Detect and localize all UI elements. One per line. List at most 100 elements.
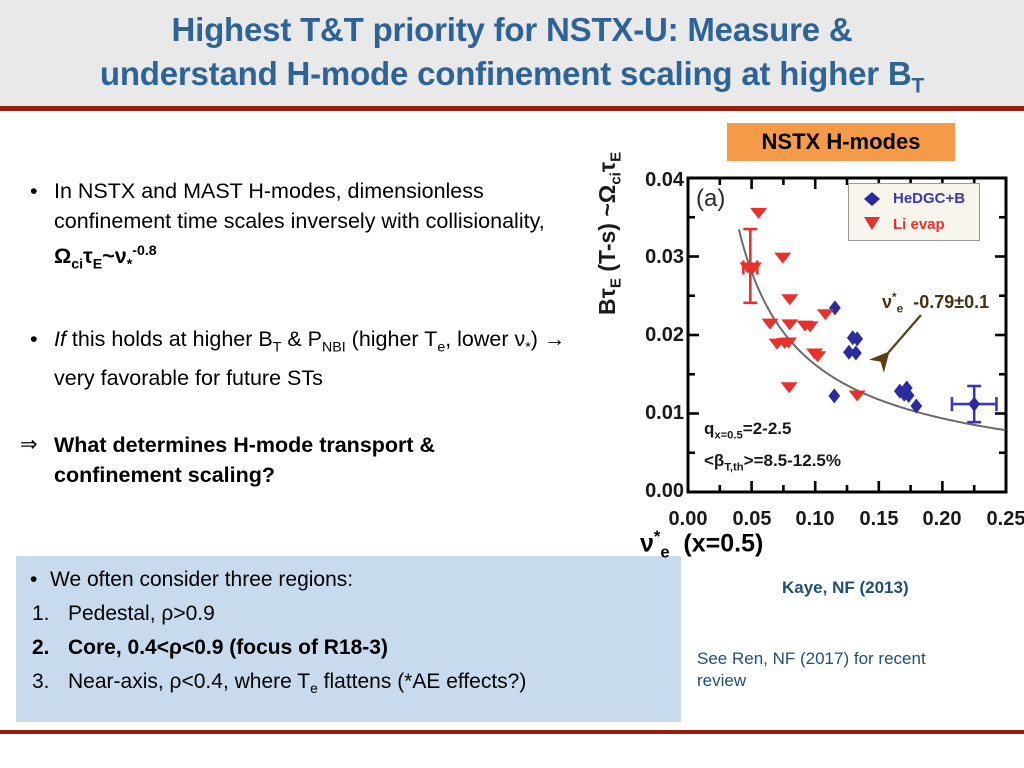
diamond-icon	[864, 192, 880, 206]
region-3-sub-e: e	[310, 680, 318, 697]
y-tick-label-0.04: 0.04	[645, 169, 684, 191]
x-tick-label-0.25: 0.25	[986, 508, 1024, 530]
title-line-2: understand H-mode confinement scaling at…	[99, 55, 912, 92]
bullet-2-text-d: , lower	[445, 327, 515, 352]
data-point-hedgc-b	[850, 345, 862, 361]
y-tick-label-0.02: 0.02	[645, 324, 684, 346]
region-2-rho: ρ	[168, 636, 182, 659]
header-band	[0, 0, 1024, 106]
header-divider	[0, 106, 1024, 111]
confinement-scatter-figure: BτE (T-s) ~ΩciτE 0.04 0.03 0.02 0.01 0.0…	[594, 152, 1024, 530]
bullet-marker-icon: •	[30, 327, 38, 352]
footer-divider	[0, 730, 1024, 734]
x-tick-label-0.15: 0.15	[859, 508, 899, 530]
x-tick-label-0.10: 0.10	[795, 508, 835, 530]
regions-intro-text: We often consider three regions:	[50, 568, 354, 591]
double-arrow-icon: ⇒	[20, 433, 38, 456]
conclusion-line-2: confinement scaling?	[54, 463, 276, 487]
bullet-item-1: • In NSTX and MAST H-modes, dimensionles…	[22, 176, 590, 279]
data-point-li-evap	[781, 319, 799, 331]
figure-citation-ren: See Ren, NF (2017) for recent review	[697, 649, 926, 690]
regions-intro: • We often consider three regions:	[16, 568, 681, 592]
region-3-text-a: Near-axis,	[68, 670, 170, 693]
footer-band: NSTX-U R(18-3) milestone kickoff meeting…	[0, 734, 1024, 768]
chart-annotation-q: qx=0.5=2-2.5	[704, 419, 792, 442]
title-subscript-bt: T	[911, 74, 925, 98]
title-line-1: Highest T&T priority for NSTX-U: Measure…	[171, 11, 853, 48]
bullet-2-text-c: (higher T	[345, 327, 438, 352]
chart-exponent-annotation: ν*e -0.79±0.1	[882, 290, 989, 316]
triangle-down-icon	[864, 217, 880, 230]
nstx-hmodes-tag-label: NSTX H-modes	[761, 129, 921, 154]
y-tick-label-0.01: 0.01	[645, 402, 684, 424]
region-item-1: 1. Pedestal, ρ>0.9	[16, 602, 681, 626]
list-number-2: 2.	[32, 636, 50, 659]
y-tick-label-0.00: 0.00	[645, 480, 684, 502]
x-tick-label-0.00: 0.00	[668, 508, 708, 530]
bullet-1-text: In NSTX and MAST H-modes, dimensionless …	[54, 179, 545, 233]
data-point-hedgc-b	[910, 398, 923, 414]
region-1-text-a: Pedestal,	[68, 602, 162, 625]
bullet-2-nu-sub: *	[525, 339, 531, 356]
y-tick-label-0.03: 0.03	[645, 246, 684, 268]
bullet-2-if: If	[54, 327, 66, 352]
bullet-marker-icon: •	[30, 179, 38, 203]
data-point-li-evap	[781, 294, 799, 306]
nstx-hmodes-tag: NSTX H-modes	[727, 123, 955, 161]
chart-annotation-beta: <βT,th>=8.5-12.5%	[704, 451, 841, 474]
chart-panel-label: (a)	[696, 185, 726, 212]
bullet-marker-icon: •	[30, 568, 38, 591]
legend-label-hedgc: HeDGC+B	[893, 190, 966, 207]
region-3-text-c: flattens (*AE effects?)	[317, 670, 527, 693]
figure-citation-kaye: Kaye, NF (2013)	[782, 578, 909, 597]
list-number-1: 1.	[32, 602, 50, 625]
x-tick-label-0.20: 0.20	[922, 508, 962, 530]
data-point-hedgc-b	[968, 396, 981, 412]
chart-legend: HeDGC+B Li evap	[848, 183, 980, 241]
region-item-2: 2. Core, 0.4<ρ<0.9 (focus of R18-3)	[16, 636, 681, 660]
data-point-li-evap	[779, 337, 797, 349]
region-item-3: 3. Near-axis, ρ<0.4, where Te flattens (…	[16, 670, 681, 700]
data-point-li-evap	[774, 252, 792, 264]
bullet-2-text-e: ) → very favorable for future STs	[54, 327, 566, 390]
bullet-2-sub-e: e	[437, 339, 446, 356]
list-number-3: 3.	[32, 670, 50, 693]
bullet-list: • In NSTX and MAST H-modes, dimensionles…	[22, 176, 590, 397]
data-point-hedgc-b	[900, 380, 913, 396]
conclusion-line-1: What determines H-mode transport &	[54, 433, 436, 457]
exponent-nu: ν	[882, 292, 893, 312]
bullet-2-nu: ν	[514, 327, 526, 352]
chart-x-axis-label: ν*e (x=0.5)	[640, 528, 764, 562]
region-1-text-b: >0.9	[173, 602, 215, 625]
bullet-item-2: • If this holds at higher BT & PNBI (hig…	[22, 324, 590, 392]
region-1-rho: ρ	[161, 602, 174, 625]
data-point-li-evap	[809, 351, 827, 363]
x-tick-label-0.05: 0.05	[732, 508, 772, 530]
data-point-li-evap	[745, 262, 763, 274]
data-point-hedgc-b	[893, 383, 906, 399]
data-point-li-evap	[816, 309, 834, 321]
data-point-li-evap	[761, 318, 779, 330]
regions-info-box: • We often consider three regions: 1. Pe…	[16, 556, 681, 722]
bullet-1-formula: ΩciτE~ν*-0.8	[54, 243, 157, 273]
bullet-2-text-a: this holds at higher B	[65, 327, 273, 352]
data-point-hedgc-b	[902, 387, 915, 403]
bullet-2-sub-bt: T	[272, 339, 282, 356]
region-2-text-b: <0.9 (focus of R18-3)	[181, 636, 388, 659]
exponent-sub-e: e	[896, 301, 904, 316]
data-point-li-evap	[848, 390, 866, 402]
exponent-value: -0.79±0.1	[913, 292, 990, 312]
bullet-2-text-b: & P	[281, 327, 323, 352]
exponent-star: *	[892, 290, 897, 304]
data-point-li-evap	[780, 382, 798, 394]
legend-label-lievap: Li evap	[893, 216, 945, 233]
region-3-rho: ρ	[169, 670, 182, 693]
page-title: Highest T&T priority for NSTX-U: Measure…	[0, 8, 1024, 109]
bullet-2-sub-nbi: NBI	[322, 339, 346, 356]
legend-marker-icons	[864, 192, 880, 230]
conclusion-bullet: ⇒ What determines H-mode transport & con…	[20, 430, 580, 490]
region-2-text-a: Core, 0.4<	[68, 636, 169, 659]
region-3-text-b: <0.4, where T	[181, 670, 311, 693]
data-point-hedgc-b	[843, 344, 855, 360]
